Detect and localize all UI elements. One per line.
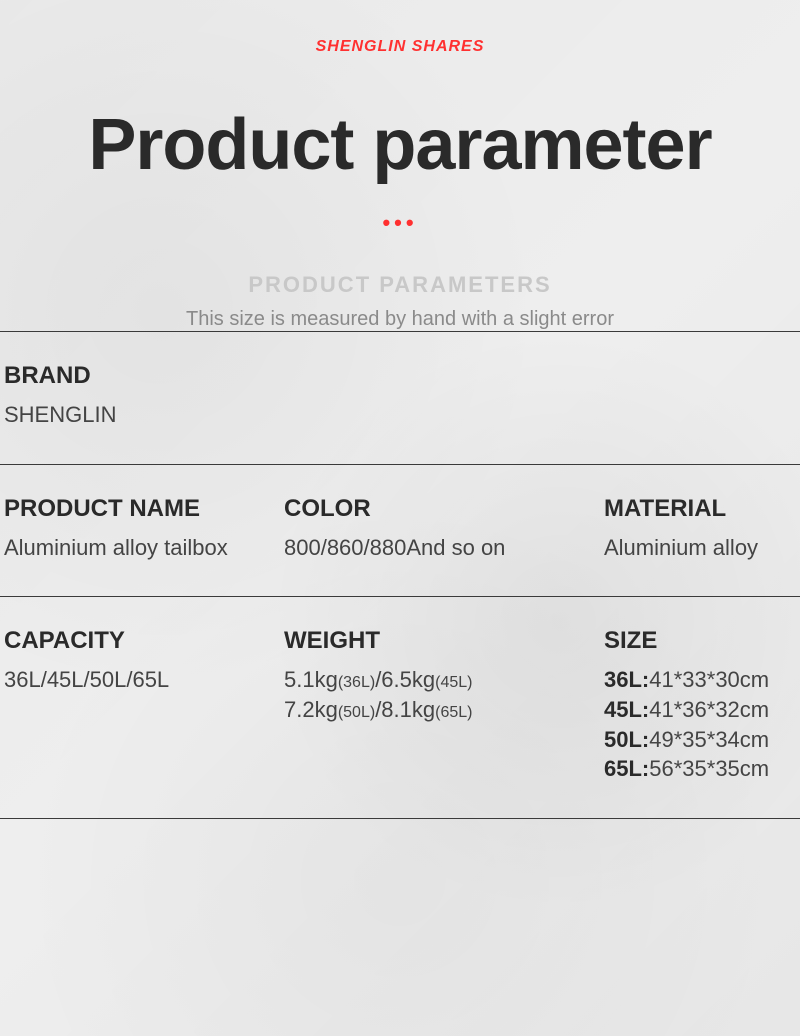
size-3-val: 49*35*34cm — [649, 727, 769, 752]
measurement-note: This size is measured by hand with a sli… — [0, 308, 800, 331]
row-brand: BRAND SHENGLIN — [0, 331, 800, 464]
weight-1: 5.1kg — [284, 667, 338, 692]
value-capacity: 36L/45L/50L/65L — [4, 665, 280, 695]
weight-3: 7.2kg — [284, 697, 338, 722]
weight-4: /8.1kg — [375, 697, 435, 722]
row-product: PRODUCT NAME Aluminium alloy tailbox COL… — [0, 464, 800, 597]
weight-4-tag: (65L) — [435, 704, 472, 721]
label-capacity: CAPACITY — [4, 627, 280, 655]
weight-2: /6.5kg — [375, 667, 435, 692]
label-weight: WEIGHT — [284, 627, 600, 655]
size-2-val: 41*36*32cm — [649, 697, 769, 722]
size-3-key: 50L: — [604, 727, 649, 752]
value-weight: 5.1kg(36L)/6.5kg(45L) 7.2kg(50L)/8.1kg(6… — [284, 665, 600, 724]
label-color: COLOR — [284, 495, 600, 523]
label-product-name: PRODUCT NAME — [4, 495, 280, 523]
value-brand: SHENGLIN — [4, 400, 800, 430]
size-1-key: 36L: — [604, 667, 649, 692]
value-material: Aluminium alloy — [604, 533, 800, 563]
ghost-subtitle: PRODUCT PARAMETERS — [0, 272, 800, 298]
brand-tag: SHENGLIN SHARES — [0, 0, 800, 56]
weight-3-tag: (50L) — [338, 704, 375, 721]
weight-1-tag: (36L) — [338, 674, 375, 691]
size-1-val: 41*33*30cm — [649, 667, 769, 692]
row-specs: CAPACITY 36L/45L/50L/65L WEIGHT 5.1kg(36… — [0, 596, 800, 819]
label-material: MATERIAL — [604, 495, 800, 523]
value-product-name: Aluminium alloy tailbox — [4, 533, 280, 563]
value-size: 36L:41*33*30cm 45L:41*36*32cm 50L:49*35*… — [604, 665, 800, 784]
page-title: Product parameter — [0, 104, 800, 186]
size-4-key: 65L: — [604, 756, 649, 781]
value-color: 800/860/880And so on — [284, 533, 600, 563]
size-2-key: 45L: — [604, 697, 649, 722]
size-4-val: 56*35*35cm — [649, 756, 769, 781]
label-size: SIZE — [604, 627, 800, 655]
weight-2-tag: (45L) — [435, 674, 472, 691]
label-brand: BRAND — [4, 362, 800, 390]
dots-divider: ••• — [0, 210, 800, 236]
